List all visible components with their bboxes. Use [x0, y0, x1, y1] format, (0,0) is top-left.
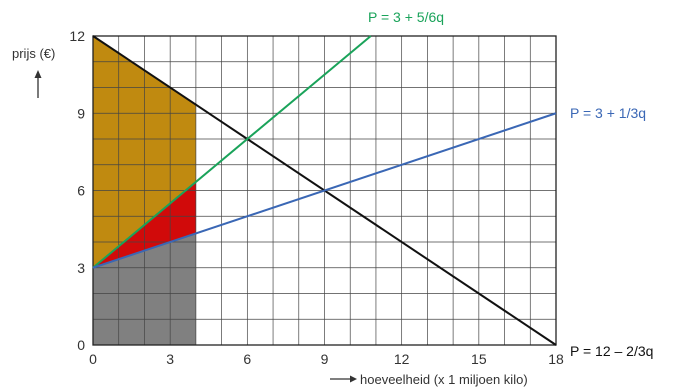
x-tick-label: 0 [89, 351, 97, 367]
series-line-2 [92, 112, 557, 269]
label-green-line: P = 3 + 5/6q [368, 9, 444, 25]
label-black-line: P = 12 – 2/3q [570, 343, 653, 359]
tick-labels: 0 3 6 9 12 15 18 0 3 6 9 12 [69, 28, 564, 367]
x-tick-label: 12 [394, 351, 410, 367]
x-tick-label: 3 [166, 351, 174, 367]
y-tick-label: 6 [77, 183, 85, 199]
x-tick-label: 15 [471, 351, 487, 367]
y-tick-label: 3 [77, 260, 85, 276]
x-tick-label: 6 [243, 351, 251, 367]
axes [92, 35, 557, 346]
label-blue-line: P = 3 + 1/3q [570, 105, 646, 121]
y-axis-arrow [34, 70, 42, 98]
x-tick-label: 18 [548, 351, 564, 367]
x-tick-label: 9 [321, 351, 329, 367]
y-tick-label: 0 [77, 337, 85, 353]
y-axis-label: prijs (€) [12, 46, 55, 61]
x-axis-arrow [330, 375, 357, 383]
series-line-1 [92, 35, 372, 269]
x-axis-label: hoeveelheid (x 1 miljoen kilo) [360, 372, 528, 387]
plot-frame [92, 35, 557, 346]
y-tick-label: 9 [77, 105, 85, 121]
series-lines [92, 35, 557, 346]
y-tick-label: 12 [69, 28, 85, 44]
